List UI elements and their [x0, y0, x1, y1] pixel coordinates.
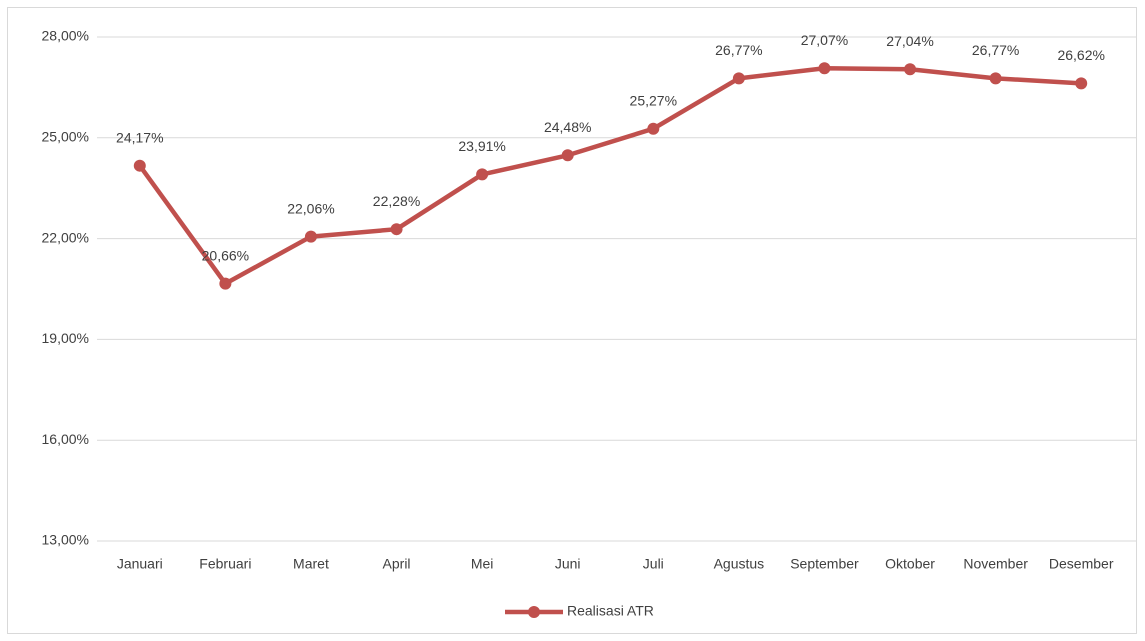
x-tick-label: Februari: [199, 556, 251, 572]
x-tick-label: Juni: [555, 556, 581, 572]
data-point: [304, 230, 317, 243]
y-tick-label: 25,00%: [42, 129, 89, 145]
x-tick-label: Agustus: [714, 556, 765, 572]
data-point: [818, 62, 831, 75]
data-label: 26,77%: [715, 42, 762, 58]
x-tick-label: Januari: [117, 556, 163, 572]
data-point: [1075, 77, 1088, 90]
data-point: [904, 63, 917, 76]
legend-label: Realisasi ATR: [567, 603, 654, 619]
x-tick-label: Juli: [643, 556, 664, 572]
data-point: [476, 168, 489, 181]
y-tick-label: 16,00%: [42, 431, 89, 447]
x-tick-label: Maret: [293, 556, 329, 572]
data-label: 25,27%: [630, 92, 677, 108]
data-label: 22,28%: [373, 193, 420, 209]
x-tick-label: Mei: [471, 556, 494, 572]
y-tick-label: 22,00%: [42, 229, 89, 245]
legend-marker: [528, 606, 540, 618]
data-point: [561, 149, 574, 162]
y-tick-label: 13,00%: [42, 532, 89, 548]
data-point: [989, 72, 1002, 85]
data-label: 27,07%: [801, 32, 848, 48]
x-tick-label: September: [790, 556, 859, 572]
chart-border: [7, 7, 1137, 634]
data-label: 22,06%: [287, 200, 334, 216]
series-line: [137, 65, 1082, 286]
data-label: 27,04%: [886, 33, 933, 49]
data-label: 24,17%: [116, 129, 163, 145]
data-point: [390, 223, 403, 236]
x-tick-label: Oktober: [885, 556, 935, 572]
y-tick-label: 28,00%: [42, 28, 89, 44]
x-tick-label: Desember: [1049, 556, 1114, 572]
data-label: 23,91%: [458, 138, 505, 154]
data-label: 24,48%: [544, 119, 591, 135]
data-point: [732, 72, 745, 85]
x-tick-label: April: [383, 556, 411, 572]
data-label: 26,77%: [972, 42, 1019, 58]
data-point: [647, 122, 660, 135]
data-label: 26,62%: [1057, 47, 1104, 63]
data-label: 20,66%: [202, 247, 249, 263]
y-tick-label: 19,00%: [42, 330, 89, 346]
x-tick-label: November: [963, 556, 1028, 572]
data-point: [219, 277, 232, 290]
data-point: [133, 159, 146, 172]
